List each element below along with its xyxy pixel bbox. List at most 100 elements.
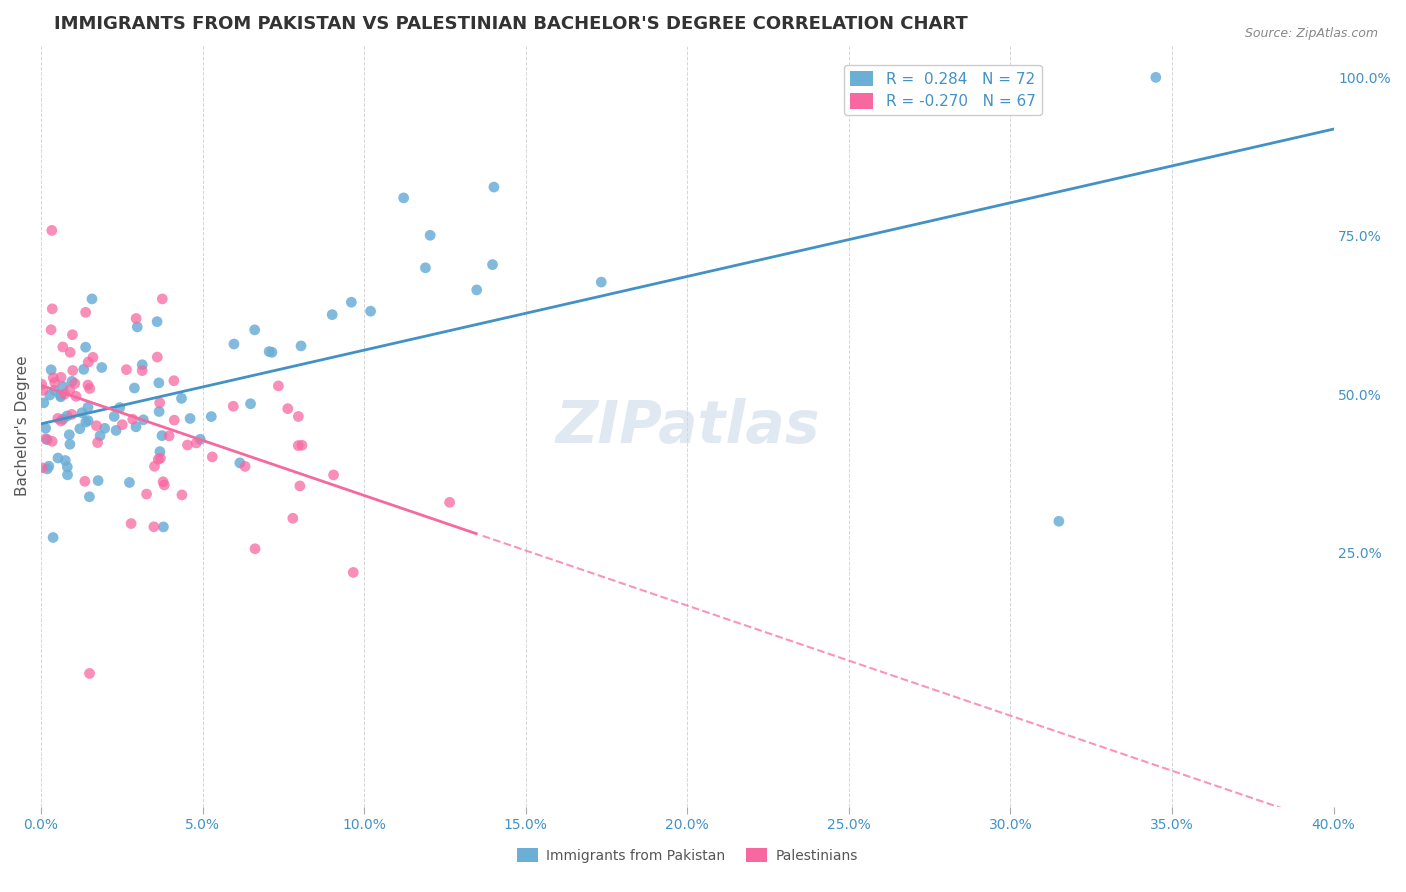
Point (62, 363, 84, 377)
Point (148, 404, 170, 418)
Point (148, 452, 170, 467)
Point (42, 531, 65, 545)
Point (41, 434, 63, 449)
Point (31, 460, 53, 475)
Point (142, 520, 165, 534)
Point (52, 340, 75, 354)
Point (79, 666, 101, 681)
Point (111, 417, 134, 432)
Point (188, 433, 211, 447)
Point (75, 305, 97, 319)
Point (35, 433, 58, 447)
Point (163, 374, 186, 388)
Point (124, 381, 146, 395)
Point (222, 399, 245, 413)
Point (44, 384, 66, 398)
Point (105, 424, 128, 438)
Point (257, 344, 280, 359)
Point (290, 339, 312, 353)
Point (53, 453, 76, 467)
Point (69, 422, 91, 436)
Point (127, 320, 149, 334)
Point (77, 355, 100, 369)
Point (150, 292, 173, 306)
Point (287, 438, 309, 452)
Point (58, 427, 80, 442)
Point (132, 413, 155, 427)
Point (200, 409, 222, 424)
Point (60, 375, 83, 389)
Text: ZIPatlas: ZIPatlas (555, 398, 820, 455)
Point (37, 462, 59, 476)
Point (121, 412, 143, 426)
Y-axis label: Bachelor's Degree: Bachelor's Degree (15, 356, 30, 497)
Point (148, 376, 170, 390)
Point (87, 474, 110, 488)
Point (62, 327, 84, 342)
Point (152, 520, 174, 534)
Point (79, 490, 101, 504)
Point (80, 292, 103, 306)
Point (118, 475, 141, 490)
Point (149, 451, 172, 466)
Point (32, 396, 55, 410)
Point (125, 420, 148, 434)
Legend: R =  0.284   N = 72, R = -0.270   N = 67: R = 0.284 N = 72, R = -0.270 N = 67 (845, 65, 1042, 115)
Point (157, 429, 180, 443)
Point (243, 541, 266, 556)
Point (149, 396, 172, 410)
Point (176, 438, 198, 452)
Point (281, 511, 304, 525)
Point (39, 363, 62, 377)
Point (103, 409, 125, 424)
Point (288, 479, 311, 493)
Point (89, 428, 111, 442)
Point (131, 363, 153, 377)
Point (143, 459, 166, 474)
Point (222, 337, 245, 351)
Point (42, 370, 65, 384)
Point (392, 191, 415, 205)
Point (482, 180, 505, 194)
Point (41, 301, 63, 316)
Point (153, 478, 176, 492)
Point (115, 362, 138, 376)
Point (291, 438, 314, 452)
Point (52, 379, 75, 393)
Point (49, 390, 72, 404)
Point (131, 358, 153, 372)
Point (49, 370, 72, 384)
Point (77, 378, 100, 392)
Text: IMMIGRANTS FROM PAKISTAN VS PALESTINIAN BACHELOR'S DEGREE CORRELATION CHART: IMMIGRANTS FROM PAKISTAN VS PALESTINIAN … (53, 15, 967, 33)
Point (49, 388, 72, 402)
Point (79, 382, 101, 396)
Point (1047, 514, 1070, 528)
Point (186, 436, 208, 450)
Point (46, 450, 69, 465)
Point (481, 258, 503, 272)
Point (1144, 70, 1167, 85)
Point (125, 311, 148, 326)
Point (38, 459, 60, 474)
Point (73, 362, 96, 376)
Point (65, 389, 87, 403)
Point (415, 260, 437, 275)
Point (163, 413, 186, 427)
Point (63, 376, 86, 391)
Point (120, 516, 142, 531)
Point (49, 414, 72, 428)
Point (170, 392, 193, 406)
Point (439, 495, 461, 509)
Point (75, 340, 97, 354)
Point (86, 418, 108, 433)
Point (44, 376, 66, 390)
Point (150, 428, 173, 442)
Point (277, 401, 299, 416)
Point (149, 444, 172, 458)
Point (322, 467, 344, 482)
Point (32, 384, 55, 398)
Point (59, 437, 82, 451)
Point (93, 421, 115, 435)
Text: Source: ZipAtlas.com: Source: ZipAtlas.com (1244, 27, 1378, 40)
Point (465, 283, 488, 297)
